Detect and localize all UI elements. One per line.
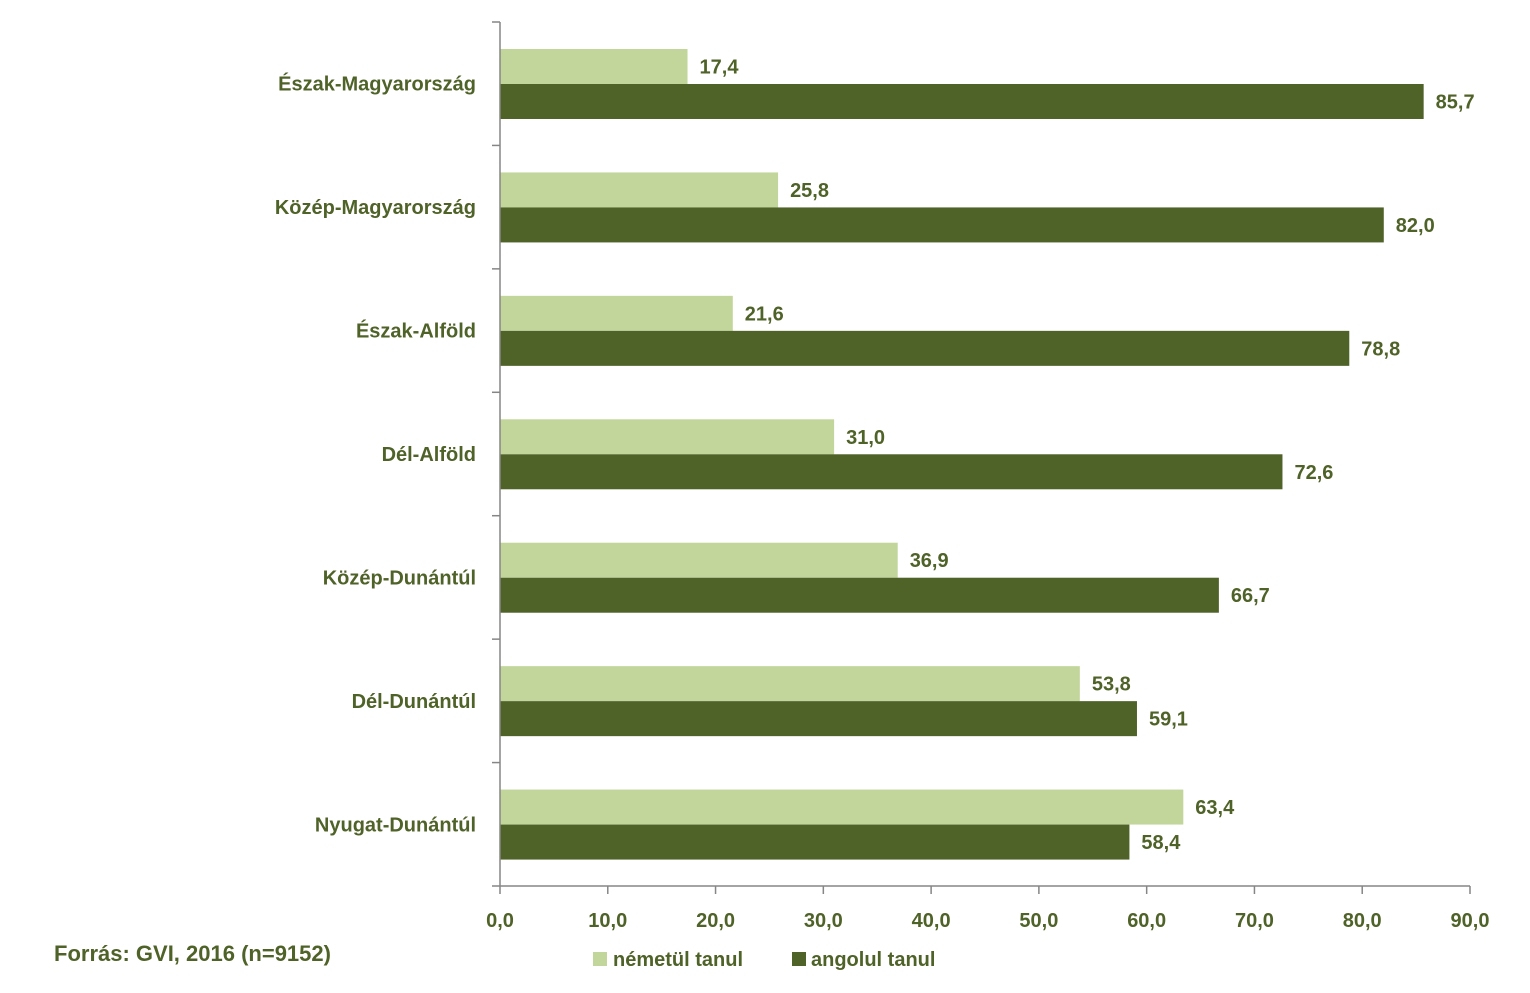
x-tick-label: 0,0 — [486, 910, 514, 932]
category-label: Dél-Dunántúl — [352, 691, 476, 713]
bar-nemetul — [500, 295, 733, 331]
category-label: Dél-Alföld — [382, 444, 476, 466]
data-label: 66,7 — [1231, 585, 1270, 607]
data-label: 58,4 — [1141, 832, 1181, 854]
legend-label-nemetul: németül tanul — [613, 949, 743, 971]
x-tick-label: 60,0 — [1127, 910, 1166, 932]
bar-angolul — [500, 330, 1350, 366]
data-label: 82,0 — [1396, 215, 1435, 237]
data-label: 31,0 — [846, 427, 885, 449]
bar-angolul — [500, 84, 1424, 119]
bar-nemetul — [500, 172, 779, 208]
x-tick-label: 50,0 — [1019, 910, 1058, 932]
bar-angolul — [500, 454, 1283, 490]
data-label: 72,6 — [1294, 462, 1333, 484]
category-label: Nyugat-Dunántúl — [315, 814, 476, 836]
data-label: 53,8 — [1092, 674, 1131, 696]
category-label: Közép-Magyarország — [275, 197, 476, 219]
bar-angolul — [500, 577, 1219, 613]
category-label: Közép-Dunántúl — [323, 567, 476, 589]
data-label: 59,1 — [1149, 709, 1188, 731]
bar-nemetul — [500, 789, 1184, 825]
x-tick-label: 30,0 — [804, 910, 843, 932]
bar-nemetul — [500, 542, 898, 578]
bar-angolul — [500, 701, 1137, 737]
bar-nemetul — [500, 419, 835, 455]
x-tick-label: 70,0 — [1235, 910, 1274, 932]
data-label: 36,9 — [910, 550, 949, 572]
plot-area: Észak-Magyarország 17,4 85,7 Közép-Magyaror… — [275, 21, 1490, 932]
x-tick-label: 20,0 — [696, 910, 735, 932]
data-label: 78,8 — [1361, 338, 1400, 360]
bar-nemetul — [500, 666, 1080, 702]
data-label: 25,8 — [790, 180, 829, 202]
data-label: 17,4 — [700, 57, 740, 79]
data-label: 63,4 — [1195, 797, 1235, 819]
x-tick-label: 90,0 — [1451, 910, 1490, 932]
legend: németül tanul angolul tanul — [593, 949, 935, 971]
legend-swatch-nemetul — [593, 952, 607, 966]
category-label: Észak-Alföld — [356, 320, 476, 343]
bar-angolul — [500, 207, 1384, 243]
legend-swatch-angolul — [792, 952, 806, 966]
bar-nemetul — [500, 49, 688, 84]
data-label: 21,6 — [745, 303, 784, 325]
data-label: 85,7 — [1436, 92, 1475, 114]
x-tick-label: 10,0 — [588, 910, 627, 932]
legend-label-angolul: angolul tanul — [811, 949, 935, 971]
bar-angolul — [500, 824, 1130, 860]
x-tick-label: 40,0 — [912, 910, 951, 932]
x-tick-label: 80,0 — [1343, 910, 1382, 932]
category-label: Észak-Magyarország — [278, 73, 476, 96]
source-note: Forrás: GVI, 2016 (n=9152) — [54, 941, 331, 966]
